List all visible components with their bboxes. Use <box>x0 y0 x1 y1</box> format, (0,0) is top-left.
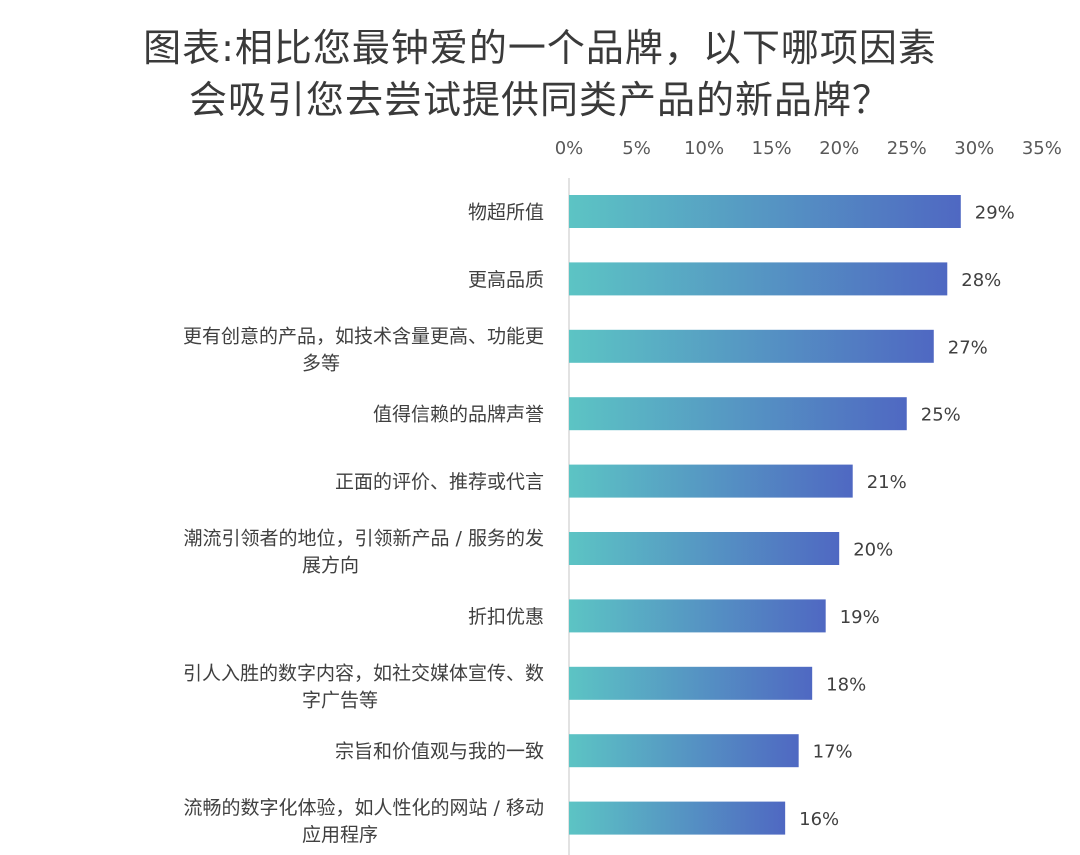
category-label: 物超所值 <box>468 202 544 224</box>
bar <box>569 532 840 565</box>
category-label: 更高品质 <box>468 269 544 291</box>
category-label: 流畅的数字化体验，如人性化的网站 / 移动 <box>184 797 544 819</box>
data-label: 19% <box>840 607 880 628</box>
category-label: 多等 <box>302 352 340 374</box>
chart-title: 图表:相比您最钟爱的一个品牌，以下哪项因素 会吸引您去尝试提供同类产品的新品牌？ <box>0 22 1080 126</box>
x-tick-label: 15% <box>752 138 792 159</box>
bar <box>569 464 853 498</box>
bar <box>569 262 948 296</box>
data-label: 25% <box>921 405 961 426</box>
bar <box>569 599 826 633</box>
category-label: 更有创意的产品，如技术含量更高、功能更 <box>183 325 544 347</box>
category-label: 宗旨和价值观与我的一致 <box>335 741 544 763</box>
category-label: 潮流引领者的地位，引领新产品 / 服务的发 <box>184 528 544 550</box>
x-tick-label: 30% <box>954 138 994 159</box>
category-label: 正面的评价、推荐或代言 <box>335 471 544 493</box>
category-label: 展方向 <box>302 555 359 577</box>
data-label: 17% <box>813 742 853 763</box>
bar <box>569 734 799 768</box>
chart-title-line-1: 图表:相比您最钟爱的一个品牌，以下哪项因素 <box>143 26 937 70</box>
data-label: 28% <box>961 270 1001 291</box>
data-label: 20% <box>853 540 893 561</box>
data-label: 18% <box>826 674 866 695</box>
chart-title-line-2: 会吸引您去尝试提供同类产品的新品牌？ <box>188 78 891 122</box>
bar <box>569 666 813 700</box>
data-label: 29% <box>975 203 1015 224</box>
bars <box>569 195 961 835</box>
category-label: 应用程序 <box>302 824 378 846</box>
bar <box>569 801 786 835</box>
category-label: 字广告等 <box>302 689 378 711</box>
bar <box>569 397 907 431</box>
data-label: 21% <box>867 472 907 493</box>
x-tick-label: 25% <box>887 138 927 159</box>
category-label: 引人入胜的数字内容，如社交媒体宣传、数 <box>183 662 544 684</box>
category-label: 值得信赖的品牌声誉 <box>373 404 544 426</box>
category-labels: 物超所值更高品质更有创意的产品，如技术含量更高、功能更多等值得信赖的品牌声誉正面… <box>183 202 544 847</box>
x-tick-label: 35% <box>1022 138 1062 159</box>
category-label: 折扣优惠 <box>468 606 544 628</box>
x-tick-label: 20% <box>819 138 859 159</box>
bar <box>569 195 961 228</box>
bar <box>569 329 934 363</box>
x-axis-ticks: 0% 5% 10% 15% 20% 25% 30% 35% <box>555 138 1062 159</box>
x-tick-label: 0% <box>555 138 584 159</box>
data-label: 27% <box>948 337 988 358</box>
value-labels: 29% 28% 27% 25% 21% 20% 19% 18% 17% 16% <box>799 203 1015 831</box>
data-label: 16% <box>799 809 839 830</box>
x-tick-label: 5% <box>622 138 651 159</box>
x-tick-label: 10% <box>684 138 724 159</box>
